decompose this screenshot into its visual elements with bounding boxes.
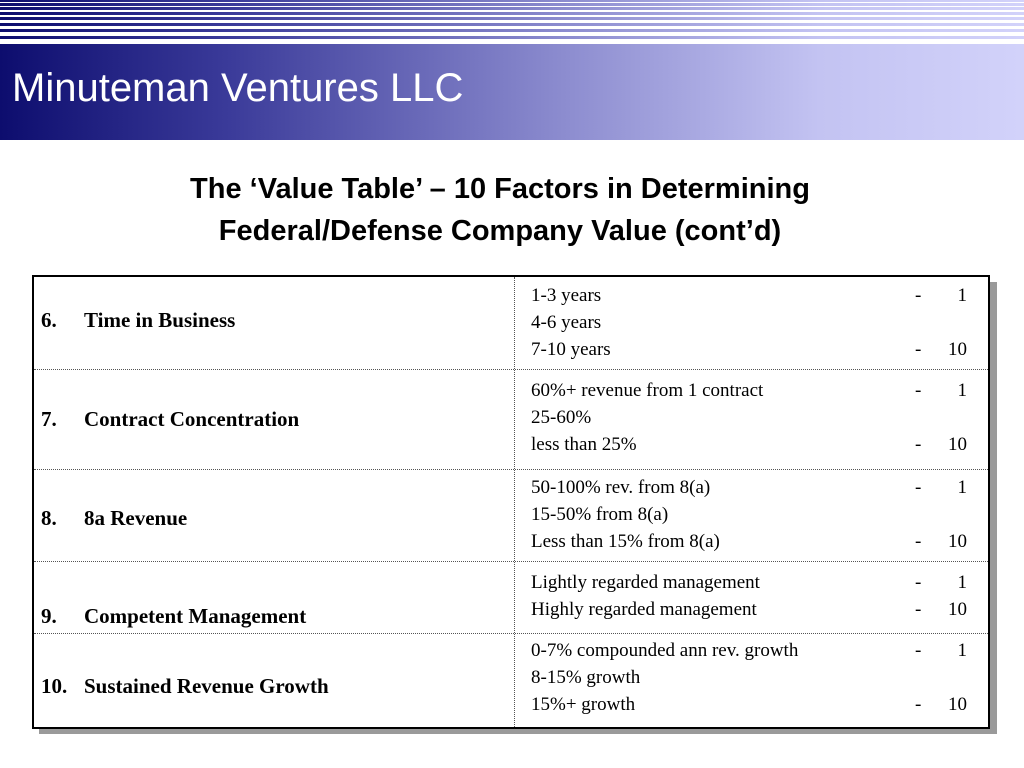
criterion-line: 15%+ growth - 10	[531, 694, 967, 721]
factor-name: Competent Management	[84, 604, 307, 628]
criterion-score: 1	[957, 572, 968, 593]
criterion-text: 1-3 years	[531, 285, 602, 306]
criterion-score: 10	[948, 694, 967, 715]
criterion-text: 8-15% growth	[531, 667, 641, 688]
criterion-text: 4-6 years	[531, 312, 602, 333]
criterion-line: 7-10 years - 10	[531, 339, 967, 366]
criterion-text: 0-7% compounded ann rev. growth	[531, 640, 799, 661]
criterion-line: 25-60%	[531, 407, 967, 434]
criterion-dash: -	[915, 380, 922, 401]
criterion-text: 50-100% rev. from 8(a)	[531, 477, 711, 498]
factor-name: Sustained Revenue Growth	[84, 674, 329, 698]
table-row: 10. Sustained Revenue Growth 0-7% compoun…	[34, 634, 988, 727]
factor-label: 8. 8a Revenue	[41, 506, 187, 531]
company-title: Minuteman Ventures LLC	[12, 66, 464, 110]
criterion-line: 0-7% compounded ann rev. growth - 1	[531, 640, 967, 667]
table-row: 9. Competent Management Lightly regarded …	[34, 562, 988, 634]
criterion-dash: -	[915, 694, 922, 715]
criterion-dash: -	[915, 285, 922, 306]
criterion-dash: -	[915, 599, 922, 620]
criterion-text: 7-10 years	[531, 339, 611, 360]
criterion-score: 1	[957, 380, 968, 401]
factor-number: 7.	[41, 407, 57, 431]
column-divider	[514, 277, 515, 727]
slide-title: The ‘Value Table’ – 10 Factors in Determ…	[0, 168, 1000, 252]
criterion-line: Lightly regarded management - 1	[531, 572, 967, 599]
factor-number: 9.	[41, 604, 57, 628]
factor-number: 8.	[41, 506, 57, 530]
criterion-line: 60%+ revenue from 1 contract - 1	[531, 380, 967, 407]
criterion-text: 25-60%	[531, 407, 592, 428]
factor-label: 7. Contract Concentration	[41, 407, 299, 432]
slide-title-line-1: The ‘Value Table’ – 10 Factors in Determ…	[190, 173, 810, 205]
header-stripes	[0, 0, 1024, 48]
criterion-text: 15%+ growth	[531, 694, 636, 715]
criterion-score: 1	[957, 477, 968, 498]
criterion-score: 10	[948, 339, 967, 360]
criterion-dash: -	[915, 339, 922, 360]
criterion-dash: -	[915, 572, 922, 593]
criterion-score: 10	[948, 599, 967, 620]
criterion-dash: -	[915, 531, 922, 552]
criterion-text: 60%+ revenue from 1 contract	[531, 380, 764, 401]
criterion-line: Highly regarded management - 10	[531, 599, 967, 626]
factor-label: 10. Sustained Revenue Growth	[41, 674, 329, 699]
criterion-score: 1	[957, 285, 968, 306]
slide-title-line-2: Federal/Defense Company Value (cont’d)	[218, 215, 782, 247]
factor-label: 9. Competent Management	[41, 604, 306, 629]
criterion-dash: -	[915, 434, 922, 455]
table-row: 6. Time in Business 1-3 years - 1 4-6 years…	[34, 277, 988, 370]
criterion-text: Highly regarded management	[531, 599, 757, 620]
criterion-dash: -	[915, 640, 922, 661]
criterion-text: 15-50% from 8(a)	[531, 504, 669, 525]
value-table: 6. Time in Business 1-3 years - 1 4-6 years…	[32, 275, 990, 729]
criterion-line: 1-3 years - 1	[531, 285, 967, 312]
criterion-line: 4-6 years	[531, 312, 967, 339]
criterion-dash: -	[915, 477, 922, 498]
criterion-text: Less than 15% from 8(a)	[531, 531, 720, 552]
factor-label: 6. Time in Business	[41, 308, 235, 333]
criterion-score: 10	[948, 531, 967, 552]
factor-number: 10.	[41, 674, 68, 698]
factor-name: 8a Revenue	[84, 506, 188, 530]
factor-number: 6.	[41, 308, 57, 332]
criterion-line: less than 25% - 10	[531, 434, 967, 461]
criterion-line: Less than 15% from 8(a) - 10	[531, 531, 967, 558]
criterion-line: 15-50% from 8(a)	[531, 504, 967, 531]
table-row: 7. Contract Concentration 60%+ revenue fr…	[34, 370, 988, 470]
criterion-line: 8-15% growth	[531, 667, 967, 694]
criterion-text: less than 25%	[531, 434, 637, 455]
criterion-line: 50-100% rev. from 8(a) - 1	[531, 477, 967, 504]
header-banner: Minuteman Ventures LLC	[0, 0, 1024, 140]
criterion-text: Lightly regarded management	[531, 572, 760, 593]
criterion-score: 1	[957, 640, 968, 661]
factor-name: Time in Business	[84, 308, 236, 332]
table-row: 8. 8a Revenue 50-100% rev. from 8(a) - 1 15…	[34, 470, 988, 562]
criterion-score: 10	[948, 434, 967, 455]
factor-name: Contract Concentration	[84, 407, 300, 431]
